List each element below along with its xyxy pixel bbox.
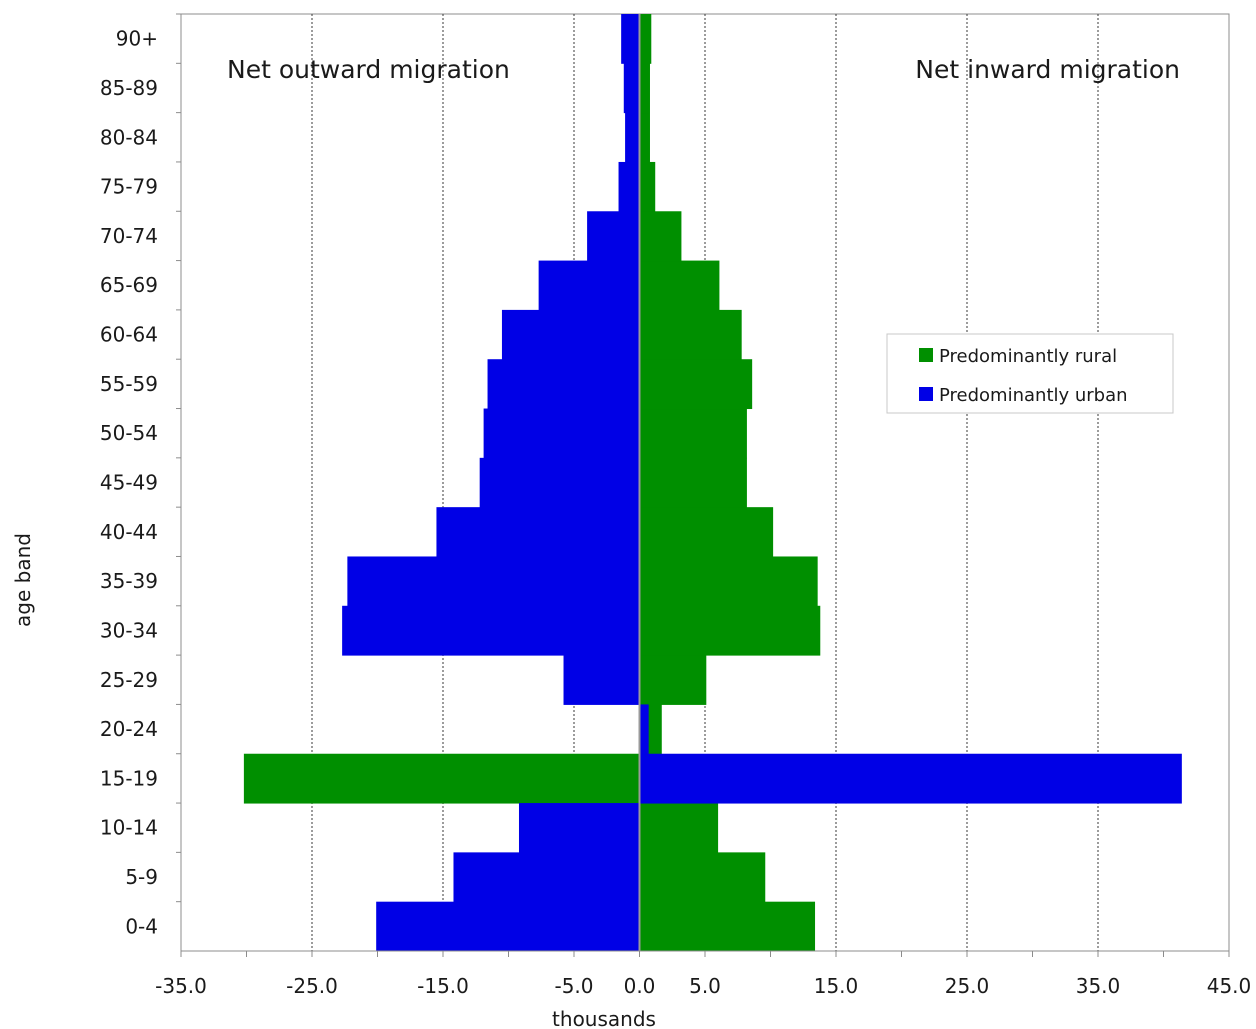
x-tick-label: -25.0: [286, 974, 338, 998]
bar-rural-75-79: [639, 161, 656, 212]
bar-urban-70-74: [587, 211, 640, 262]
annotation-inward: Net inward migration: [915, 55, 1180, 84]
x-tick-label: -35.0: [155, 974, 207, 998]
y-tick-label: 85-89: [100, 76, 158, 100]
bar-rural-65-69: [639, 260, 720, 311]
y-tick-label: 5-9: [125, 865, 158, 889]
bar-urban-15-19: [639, 753, 1182, 804]
bar-rural-25-29: [639, 655, 707, 705]
x-tick-label: 25.0: [945, 974, 990, 998]
bar-rural-60-64: [639, 309, 742, 360]
bar-urban-75-79: [618, 161, 640, 212]
bar-rural-70-74: [639, 211, 682, 262]
bar-rural-45-49: [639, 457, 747, 508]
y-tick-label: 15-19: [100, 766, 158, 790]
y-tick-label: 60-64: [100, 323, 158, 347]
bar-urban-5-9: [453, 852, 640, 903]
bars-layer: [243, 14, 1182, 952]
x-tick-label: 0.0: [624, 974, 656, 998]
bar-urban-60-64: [501, 309, 640, 360]
y-tick-label: 25-29: [100, 668, 158, 692]
bar-urban-35-39: [347, 556, 640, 607]
bar-rural-15-19: [243, 753, 640, 804]
legend-swatch-rural: [919, 348, 933, 362]
x-tick-label: 15.0: [814, 974, 859, 998]
bar-urban-90+: [621, 14, 640, 64]
bar-rural-40-44: [639, 507, 774, 557]
bar-rural-0-4: [639, 901, 816, 952]
y-tick-label: 55-59: [100, 372, 158, 396]
x-tick-label: -15.0: [417, 974, 469, 998]
legend: Predominantly rural Predominantly urban: [886, 333, 1174, 414]
y-axis-title: age band: [11, 533, 35, 627]
x-axis-title: thousands: [552, 1007, 656, 1029]
y-tick-label: 70-74: [100, 224, 158, 248]
bar-rural-35-39: [639, 556, 818, 607]
y-tick-label: 40-44: [100, 520, 158, 544]
bar-urban-55-59: [487, 359, 640, 410]
y-tick-label: 20-24: [100, 717, 158, 741]
annotation-outward: Net outward migration: [227, 55, 510, 84]
y-tick-label: 65-69: [100, 273, 158, 297]
axis-layer: -35.0 -25.0 -15.0 -5.0 0.0 5.0 15.0 25.0 35.0 45.…: [100, 13, 1252, 998]
y-tick-label: 45-49: [100, 471, 158, 495]
y-tick-label: 80-84: [100, 125, 158, 149]
y-tick-label: 0-4: [125, 914, 158, 938]
bar-urban-40-44: [436, 507, 640, 557]
bar-rural-30-34: [639, 605, 821, 656]
x-tick-label: -5.0: [554, 974, 593, 998]
bar-urban-30-34: [342, 605, 640, 656]
bar-urban-85-89: [623, 63, 640, 114]
y-tick-label: 10-14: [100, 816, 158, 840]
bar-rural-80-84: [639, 112, 650, 163]
legend-box: [886, 333, 1174, 414]
bar-urban-45-49: [479, 457, 640, 508]
bar-urban-80-84: [625, 112, 640, 163]
bar-urban-20-24: [639, 704, 649, 755]
x-tick-label: 45.0: [1207, 974, 1252, 998]
y-tick-label: 30-34: [100, 618, 158, 642]
bar-urban-0-4: [376, 901, 640, 952]
bar-urban-10-14: [518, 803, 640, 853]
bar-rural-10-14: [639, 803, 719, 853]
bar-rural-5-9: [639, 852, 766, 903]
x-tick-label: 35.0: [1076, 974, 1121, 998]
legend-swatch-urban: [919, 387, 933, 401]
legend-label-rural: Predominantly rural: [939, 346, 1117, 367]
bar-urban-50-54: [483, 408, 640, 459]
legend-label-urban: Predominantly urban: [939, 385, 1128, 406]
y-tick-label: 35-39: [100, 569, 158, 593]
x-tick-label: 5.0: [689, 974, 721, 998]
bar-rural-85-89: [639, 63, 650, 114]
y-tick-label: 90+: [116, 27, 158, 51]
bar-urban-65-69: [538, 260, 640, 311]
bar-rural-50-54: [639, 408, 747, 459]
bar-rural-55-59: [639, 359, 753, 410]
bar-rural-90+: [639, 14, 652, 64]
y-tick-label: 75-79: [100, 175, 158, 199]
y-tick-label: 50-54: [100, 421, 158, 445]
bar-urban-25-29: [563, 655, 640, 705]
